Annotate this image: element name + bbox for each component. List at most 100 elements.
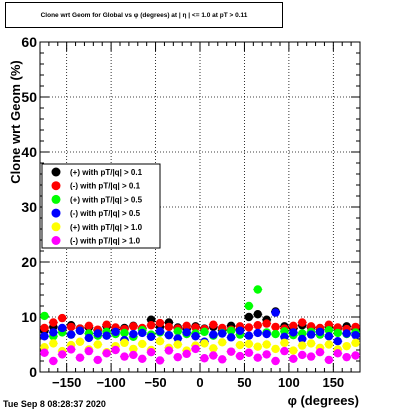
data-point xyxy=(342,352,351,362)
legend-marker xyxy=(51,236,61,245)
data-point xyxy=(244,348,254,357)
data-point xyxy=(58,323,67,333)
data-point xyxy=(200,354,209,363)
data-point xyxy=(262,329,271,339)
data-point xyxy=(218,355,227,364)
data-point xyxy=(66,345,76,354)
legend-label: (+) with pT/|q| > 1.0 xyxy=(70,223,143,232)
legend-marker xyxy=(51,208,61,218)
data-point xyxy=(49,328,58,337)
x-tick-label: −100 xyxy=(96,375,125,390)
data-point xyxy=(333,328,342,338)
data-point xyxy=(200,327,209,337)
data-point xyxy=(253,321,262,330)
data-point xyxy=(253,310,262,319)
data-point xyxy=(191,323,200,332)
data-point xyxy=(129,329,138,339)
data-point xyxy=(244,339,254,349)
data-point xyxy=(40,323,49,333)
series-6 xyxy=(39,344,361,366)
data-point xyxy=(191,344,200,354)
series-4 xyxy=(39,308,361,346)
data-point xyxy=(111,345,120,355)
data-point xyxy=(102,349,111,358)
x-tick-label: 50 xyxy=(237,375,251,390)
data-point xyxy=(49,339,58,348)
legend-label: (-) with pT/|q| > 1.0 xyxy=(70,237,141,246)
y-tick-label: 40 xyxy=(21,144,37,160)
legend-label: (+) with pT/|q| > 0.5 xyxy=(70,195,143,204)
data-point xyxy=(342,341,351,351)
data-point xyxy=(306,339,316,348)
data-point xyxy=(182,328,191,337)
data-point xyxy=(75,353,85,362)
data-point xyxy=(342,329,351,338)
data-point xyxy=(324,340,334,349)
data-point xyxy=(164,346,174,355)
data-point xyxy=(306,330,316,339)
data-point xyxy=(271,322,280,332)
data-point xyxy=(40,311,49,321)
data-point xyxy=(146,321,156,330)
data-point xyxy=(182,349,191,359)
data-point xyxy=(66,330,76,339)
data-point xyxy=(49,356,58,366)
data-point xyxy=(235,326,245,335)
data-point xyxy=(155,327,165,336)
data-point xyxy=(164,322,174,332)
data-point xyxy=(173,352,182,362)
data-point xyxy=(93,329,102,338)
data-point xyxy=(209,351,218,360)
data-point xyxy=(306,352,316,361)
data-point xyxy=(289,321,298,330)
data-point xyxy=(253,285,262,294)
data-point xyxy=(289,354,298,363)
data-point xyxy=(209,344,218,353)
data-point xyxy=(75,326,85,335)
data-point xyxy=(209,320,218,329)
data-point xyxy=(315,348,325,357)
data-point xyxy=(298,341,307,350)
data-point xyxy=(298,334,307,344)
data-point xyxy=(58,313,67,323)
legend-marker xyxy=(51,222,61,232)
series-5 xyxy=(39,337,361,357)
chart-title-box: Clone wrt Geom for Global vs φ (degrees)… xyxy=(5,2,283,28)
data-point xyxy=(138,328,147,338)
data-point xyxy=(164,330,174,340)
data-point xyxy=(244,323,254,332)
data-point xyxy=(40,348,49,357)
y-axis-label: Clone wrt Geom (%) xyxy=(8,60,23,184)
data-point xyxy=(129,350,138,360)
data-point xyxy=(289,328,298,337)
axis-ticks xyxy=(39,41,361,373)
data-point xyxy=(182,321,191,330)
data-point xyxy=(271,308,280,317)
data-point xyxy=(111,327,120,337)
data-point xyxy=(155,318,165,328)
data-point xyxy=(40,332,49,341)
data-point xyxy=(226,333,236,342)
data-point xyxy=(235,351,245,361)
x-tick-label: 150 xyxy=(322,375,344,390)
data-point xyxy=(351,338,360,348)
data-point xyxy=(173,334,182,343)
data-point xyxy=(262,319,271,328)
data-point xyxy=(84,321,94,330)
data-point xyxy=(333,337,342,346)
timestamp: Tue Sep 8 08:28:37 2020 xyxy=(3,399,106,409)
data-point xyxy=(271,356,280,366)
x-tick-label: −50 xyxy=(145,375,167,390)
data-point xyxy=(324,355,334,365)
data-point xyxy=(253,342,262,351)
y-tick-label: 30 xyxy=(21,199,37,215)
data-point xyxy=(271,344,280,354)
x-tick-label: 100 xyxy=(278,375,300,390)
data-point xyxy=(84,346,94,356)
data-point xyxy=(84,333,94,343)
legend: (+) with pT/|q| > 0.1 (-) with pT/|q| > 0… xyxy=(41,163,161,249)
data-point xyxy=(280,332,289,341)
data-point xyxy=(155,337,165,346)
data-point xyxy=(315,327,325,337)
legend-marker xyxy=(51,167,61,177)
